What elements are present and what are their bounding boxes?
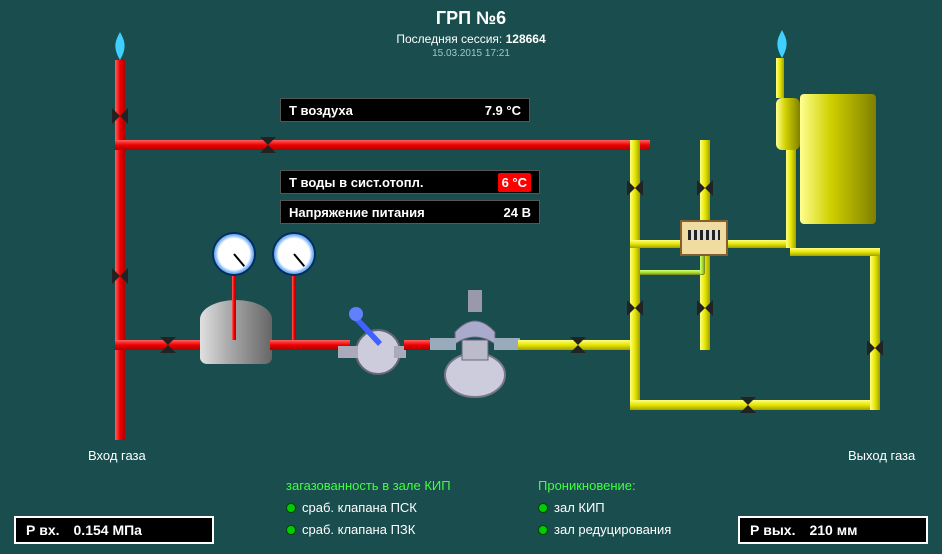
status-row: сраб. клапана ПЗК — [286, 522, 415, 537]
valve-icon — [570, 337, 586, 353]
status-label: сраб. клапана ПЗК — [302, 522, 415, 537]
water-temp-label: Т воды в сист.отопл. — [289, 175, 423, 190]
status-ok-icon — [286, 525, 296, 535]
outlet-pressure-label: Р вых. — [750, 522, 795, 538]
status-row: сраб. клапана ПСК — [286, 500, 417, 515]
pressure-regulator — [430, 290, 520, 400]
voltage-value: 24 В — [484, 205, 531, 220]
readout-voltage: Напряжение питания 24 В — [280, 200, 540, 224]
outlet-pressure-box: Р вых. 210 мм — [738, 516, 928, 544]
valve-icon — [867, 340, 883, 356]
inlet-label: Вход газа — [88, 448, 146, 463]
air-temp-label: Т воздуха — [289, 103, 353, 118]
status-ok-icon — [538, 503, 548, 513]
valve-icon — [260, 137, 276, 153]
water-temp-value: 6 °C — [498, 173, 531, 192]
flame-icon — [110, 32, 130, 60]
valve-icon — [627, 300, 643, 316]
pipe-outlet-vertical — [870, 248, 880, 410]
gauge-stem — [292, 276, 296, 340]
outlet-label: Выход газа — [848, 448, 915, 463]
pipe-meter-branch — [640, 270, 704, 275]
inlet-pressure-box: Р вх. 0.154 МПа — [14, 516, 214, 544]
voltage-label: Напряжение питания — [289, 205, 425, 220]
air-temp-value: 7.9 °C — [465, 103, 521, 118]
shutoff-valve — [338, 306, 406, 376]
tank-neck — [776, 98, 800, 150]
pipe-bypass-top — [115, 140, 650, 150]
valve-icon — [112, 268, 128, 284]
session-line: Последняя сессия: 128664 — [396, 32, 545, 46]
session-label: Последняя сессия: — [396, 32, 502, 46]
page-title: ГРП №6 — [436, 8, 506, 29]
valve-icon — [697, 180, 713, 196]
timestamp: 15.03.2015 17:21 — [432, 48, 510, 59]
pipe-meter-up — [700, 254, 705, 274]
filter-vessel — [200, 300, 272, 364]
gauge-stem — [232, 276, 236, 340]
status-row: зал редуцирования — [538, 522, 671, 537]
status-label: зал КИП — [554, 500, 605, 515]
flame-icon — [772, 30, 792, 58]
inlet-pressure-value: 0.154 МПа — [74, 522, 142, 538]
status-label: сраб. клапана ПСК — [302, 500, 417, 515]
status-label: зал редуцирования — [554, 522, 671, 537]
status-group1-title: загазованность в зале КИП — [286, 478, 451, 493]
readout-water-temp: Т воды в сист.отопл. 6 °C — [280, 170, 540, 194]
status-ok-icon — [286, 503, 296, 513]
readout-air-temp: Т воздуха 7.9 °C — [280, 98, 530, 122]
outlet-pressure-value: 210 мм — [809, 522, 857, 538]
pressure-gauge — [272, 232, 316, 276]
status-group2-title: Проникновение: — [538, 478, 636, 493]
valve-icon — [112, 108, 128, 124]
session-value: 128664 — [506, 32, 546, 46]
status-ok-icon — [538, 525, 548, 535]
valve-icon — [160, 337, 176, 353]
separator-tank — [800, 94, 876, 224]
pipe-tank-down — [786, 148, 796, 248]
inlet-pressure-label: Р вх. — [26, 522, 60, 538]
valve-icon — [740, 397, 756, 413]
valve-icon — [697, 300, 713, 316]
status-row: зал КИП — [538, 500, 605, 515]
flow-meter — [680, 220, 728, 256]
pipe-vent — [776, 58, 784, 98]
pressure-gauge — [212, 232, 256, 276]
pipe-tank-out — [790, 248, 880, 256]
valve-icon — [627, 180, 643, 196]
